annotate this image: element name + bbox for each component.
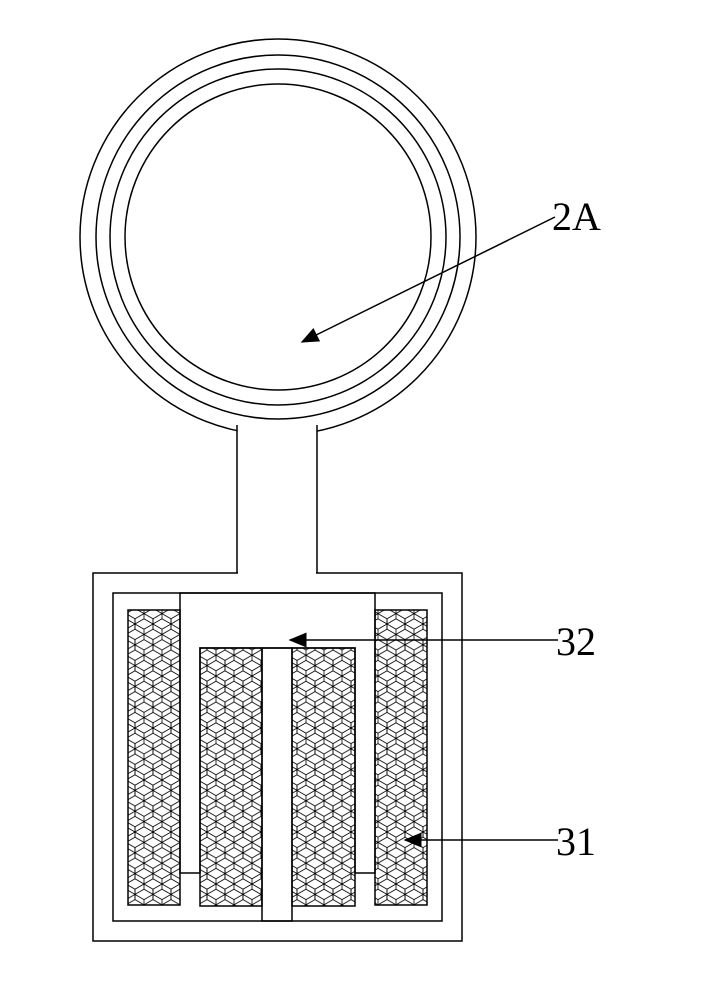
label-32: 32 — [556, 618, 596, 665]
label-31: 31 — [556, 818, 596, 865]
diagram-root — [0, 0, 725, 1000]
label-2a: 2A — [552, 193, 601, 240]
diagram-svg — [0, 0, 725, 1000]
